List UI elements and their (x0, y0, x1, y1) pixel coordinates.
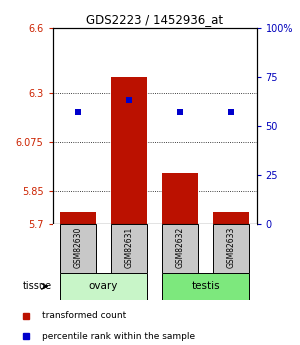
Text: percentile rank within the sample: percentile rank within the sample (42, 332, 195, 341)
Text: testis: testis (191, 282, 220, 291)
Text: ovary: ovary (89, 282, 118, 291)
Bar (213, 224, 249, 273)
Bar (213, 212, 249, 224)
Bar (162, 273, 249, 300)
Bar (111, 224, 147, 273)
Text: transformed count: transformed count (42, 311, 126, 321)
Bar (60, 212, 96, 224)
Text: GSM82630: GSM82630 (74, 227, 82, 268)
Bar (162, 224, 198, 273)
Bar (111, 77, 147, 224)
Title: GDS2223 / 1452936_at: GDS2223 / 1452936_at (86, 13, 223, 27)
Bar (162, 173, 198, 224)
Text: GSM82631: GSM82631 (124, 227, 134, 268)
Text: tissue: tissue (22, 282, 52, 291)
Bar (60, 273, 147, 300)
Bar (60, 224, 96, 273)
Text: GSM82632: GSM82632 (176, 227, 184, 268)
Text: GSM82633: GSM82633 (226, 227, 236, 268)
